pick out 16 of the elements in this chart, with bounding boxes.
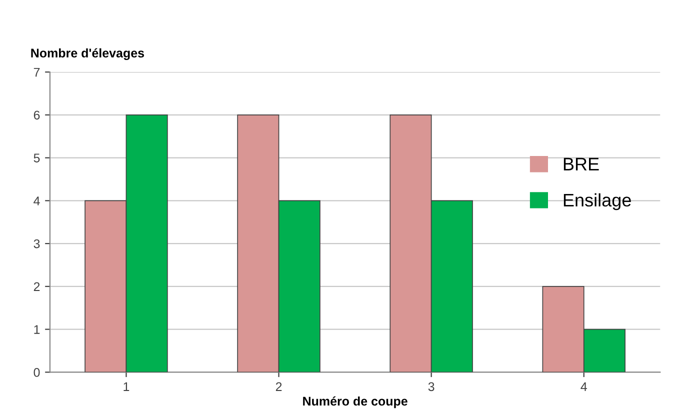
- x-tick-label: 1: [124, 382, 130, 391]
- legend-label: BRE: [564, 158, 599, 170]
- x-tick-label: 4: [580, 382, 587, 391]
- y-tick-label: 4: [34, 196, 40, 206]
- x-tick-label: 3: [428, 382, 434, 392]
- y-tick-label: 0: [34, 368, 40, 377]
- legend-label: Ensilage: [564, 193, 631, 210]
- y-tick-label: 5: [34, 154, 40, 162]
- y-axis-title: Nombre d'élevages: [31, 48, 144, 60]
- y-tick-label: 7: [34, 68, 40, 77]
- x-axis-title: Numéro de coupe: [303, 396, 408, 408]
- y-tick-label: 2: [34, 282, 40, 291]
- y-tick-label: 3: [34, 239, 40, 248]
- x-tick-label: 2: [276, 382, 282, 391]
- y-tick-label: 6: [34, 110, 40, 120]
- y-tick-label: 1: [34, 325, 40, 334]
